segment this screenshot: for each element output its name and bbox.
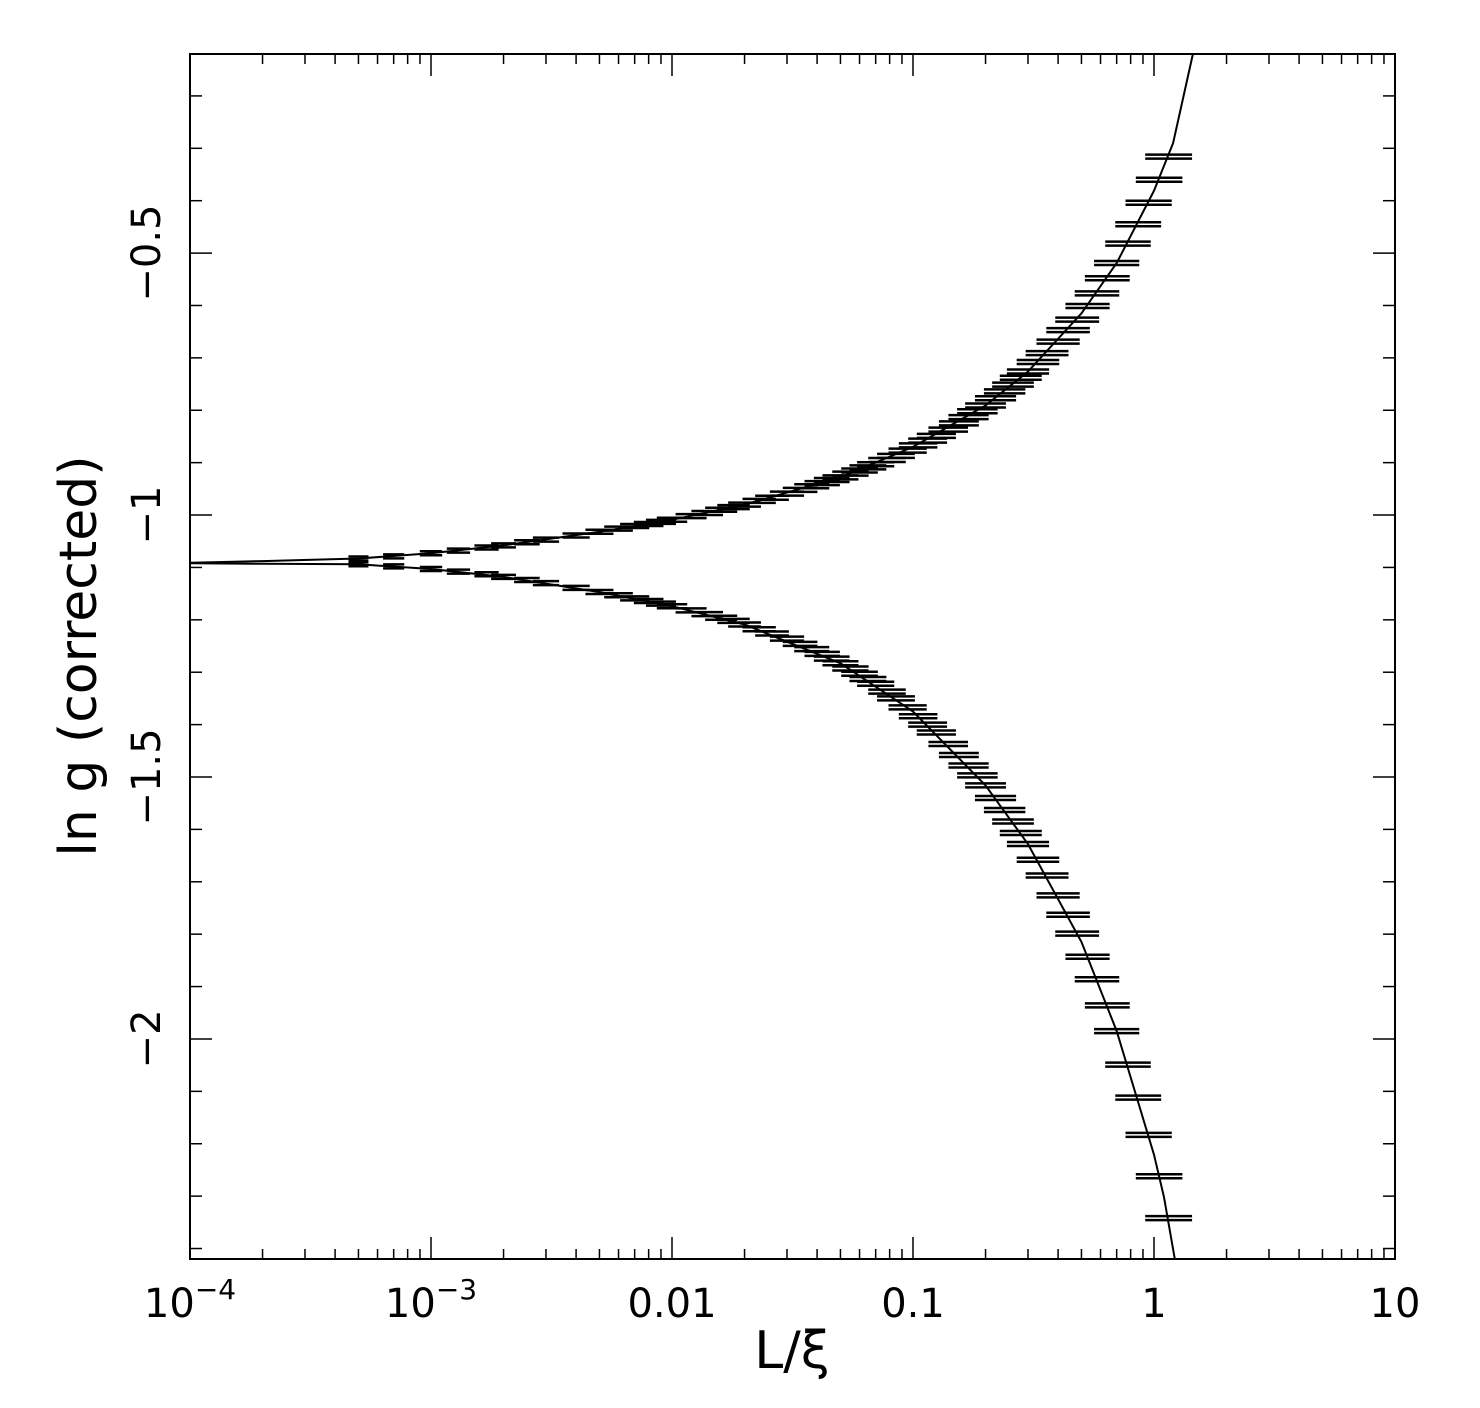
x-tick-label: 10−3	[385, 1273, 477, 1327]
plot-area	[189, 53, 1396, 1260]
y-tick-label: −2	[124, 1009, 170, 1068]
x-tick-labels: 10−4 10−3 0.01 0.1 1 10	[144, 1273, 1421, 1327]
y-tick-label: −0.5	[124, 205, 170, 302]
minor-ticks	[190, 54, 1395, 1259]
x-tick-label: 10	[1370, 1281, 1421, 1327]
fit-curve-1	[189, 53, 1194, 564]
x-tick-label: 1	[1141, 1281, 1166, 1327]
y-axis-title: ln g (corrected)	[49, 455, 109, 856]
x-tick-label: 10−4	[144, 1273, 236, 1327]
major-ticks	[189, 54, 1396, 1259]
x-tick-label: 0.01	[627, 1281, 716, 1327]
fit-curves	[189, 53, 1194, 1260]
x-tick-label: 0.1	[881, 1281, 945, 1327]
data-marks	[348, 153, 1193, 1222]
x-axis-title: L/ξ	[754, 1321, 830, 1381]
y-tick-labels: −0.5 −1 −1.5 −2	[124, 205, 170, 1069]
fit-curve-2	[189, 562, 1176, 1260]
y-tick-label: −1.5	[124, 728, 170, 825]
y-tick-label: −1	[124, 486, 170, 545]
